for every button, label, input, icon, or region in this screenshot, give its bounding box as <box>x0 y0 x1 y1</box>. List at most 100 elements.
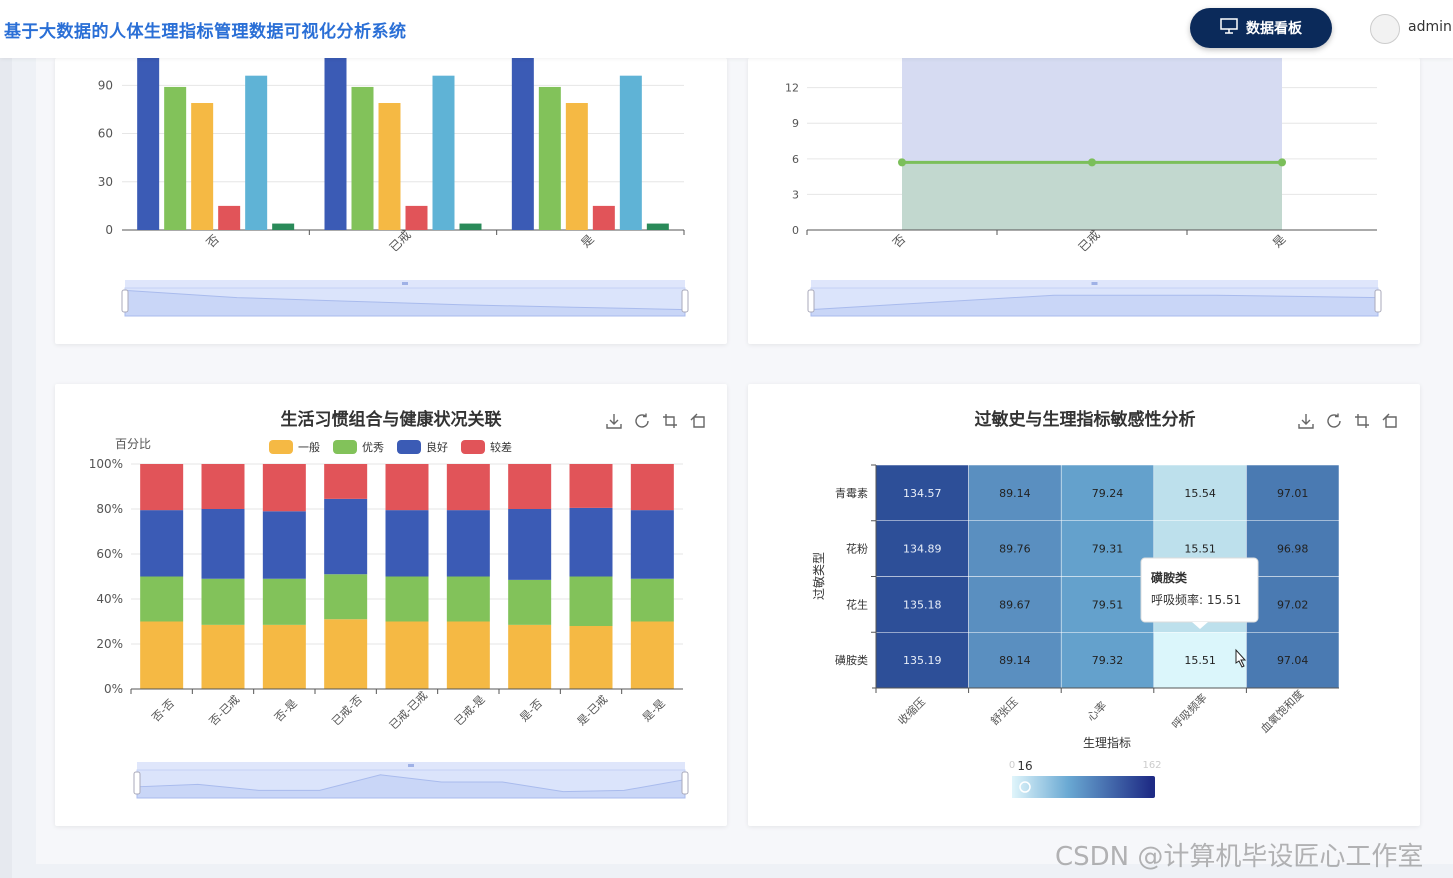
zoom-slider-grip[interactable] <box>408 764 414 767</box>
stacked-bar-segment <box>262 511 306 579</box>
zoom-select-icon-path <box>663 414 677 428</box>
y-tick-label: 90 <box>98 78 113 92</box>
visualmap-handle-left[interactable] <box>1019 781 1031 793</box>
legend-label: 较差 <box>490 440 512 454</box>
sidebar-edge <box>0 58 12 878</box>
stacked-bar-segment <box>569 576 613 626</box>
visualmap-min-label: 0 <box>1009 760 1015 771</box>
legend-item[interactable]: 较差 <box>461 440 512 454</box>
heatmap-value: 134.57 <box>903 487 942 500</box>
zoom-slider-handle-left[interactable] <box>807 289 815 313</box>
x-tick-label: 是-已戒 <box>575 693 610 728</box>
heatmap-value: 89.14 <box>999 654 1031 667</box>
stacked-bar-segment <box>446 621 490 689</box>
visualmap-current-label: 16 <box>1017 759 1032 773</box>
heatmap-cell[interactable] <box>1060 632 1155 689</box>
zoom-slider-handle-left[interactable] <box>133 771 141 795</box>
heatmap-value: 135.18 <box>903 598 942 611</box>
download-icon[interactable] <box>1298 414 1314 429</box>
zoom-slider-handle-right[interactable] <box>681 771 689 795</box>
heatmap-cell[interactable] <box>1246 632 1340 689</box>
zoom-slider-grip[interactable] <box>1091 282 1098 285</box>
heatmap-value: 79.32 <box>1092 654 1124 667</box>
download-icon[interactable] <box>606 414 622 429</box>
y-tick-label: 花生 <box>846 597 868 611</box>
heatmap-cell[interactable] <box>1153 464 1247 521</box>
heatmap-cell[interactable] <box>875 576 969 633</box>
heatmap-cell[interactable] <box>1060 520 1155 577</box>
y-tick-label: 青霉素 <box>835 487 868 500</box>
zoom-reset-icon[interactable] <box>1382 413 1397 428</box>
refresh-icon[interactable] <box>1327 413 1341 428</box>
presentation-icon <box>1220 18 1238 38</box>
stacked-bar-segment <box>262 624 306 689</box>
heatmap-cell[interactable] <box>968 632 1062 689</box>
zoom-slider-handle-right[interactable] <box>681 289 689 313</box>
stacked-bar-segment <box>508 464 552 509</box>
y-axis-title: 百分比 <box>115 437 151 451</box>
tooltip-arrow <box>1192 622 1208 629</box>
zoom-slider-handle-right[interactable] <box>1374 289 1382 313</box>
x-tick-label: 否 <box>890 232 908 250</box>
legend-label: 优秀 <box>362 441 384 454</box>
legend-item[interactable]: 一般 <box>269 440 320 454</box>
heatmap-cell[interactable] <box>1246 576 1340 633</box>
legend-item[interactable]: 良好 <box>397 440 448 454</box>
x-tick-label: 是-是 <box>640 697 668 725</box>
stacked-bar-segment <box>508 579 552 625</box>
zoom-reset-icon[interactable] <box>690 413 705 428</box>
heatmap-cell[interactable] <box>875 464 969 521</box>
heatmap-cell[interactable] <box>1246 520 1340 577</box>
pointer-cursor-icon <box>1235 648 1247 668</box>
stacked-bar-segment <box>201 578 245 625</box>
visualmap-handle-right[interactable] <box>1150 776 1155 798</box>
heatmap-value: 79.51 <box>1092 598 1124 611</box>
bar <box>592 205 615 230</box>
bar <box>538 86 561 231</box>
zoom-select-icon[interactable] <box>663 414 677 428</box>
bar <box>619 75 642 230</box>
stacked-bar-segment <box>140 621 184 689</box>
heatmap-cell[interactable] <box>968 520 1062 577</box>
zoom-reset-icon-path <box>1382 413 1397 428</box>
legend-label: 良好 <box>426 440 448 454</box>
username[interactable]: admin <box>1408 19 1452 35</box>
heatmap-value: 96.98 <box>1277 543 1309 556</box>
bar <box>432 75 455 230</box>
visualmap-bar[interactable] <box>1012 776 1152 798</box>
refresh-icon[interactable] <box>635 413 649 428</box>
avatar[interactable] <box>1370 14 1400 44</box>
heatmap-cell[interactable] <box>1246 464 1340 521</box>
stacked-bar-segment <box>262 578 306 625</box>
y-tick-label: 3 <box>792 188 799 201</box>
card-stacked-bar: 生活习惯组合与健康状况关联 百分比 一般 优秀 良好 较差 0% 20% 40% 60% 80% 10… <box>55 384 727 826</box>
stacked-bar-segment <box>630 464 674 511</box>
heatmap-cell[interactable] <box>1153 632 1247 689</box>
y-tick-label: 0% <box>104 682 123 696</box>
legend-item[interactable]: 优秀 <box>333 440 384 454</box>
heatmap-cell[interactable] <box>968 576 1062 633</box>
stacked-bar-segment <box>324 574 368 620</box>
data-point[interactable] <box>898 158 906 167</box>
y-axis-title: 过敏类型 <box>811 552 826 600</box>
heatmap-value: 97.01 <box>1277 487 1309 500</box>
heatmap-cell[interactable] <box>1060 576 1155 633</box>
stacked-bar-segment <box>262 464 306 512</box>
zoom-select-icon[interactable] <box>1355 414 1369 428</box>
data-point[interactable] <box>1278 158 1286 167</box>
line-area-fill <box>902 162 1282 230</box>
x-tick-label: 已戒-已戒 <box>387 689 430 732</box>
data-point[interactable] <box>1088 158 1096 167</box>
stacked-bar-segment <box>508 509 552 580</box>
legend-swatch <box>269 440 293 454</box>
stacked-bar-segment <box>446 576 490 622</box>
y-tick-label: 60% <box>96 547 123 561</box>
zoom-slider-grip[interactable] <box>402 282 408 285</box>
zoom-slider-handle-left[interactable] <box>121 289 129 313</box>
x-tick-label: 是 <box>578 232 596 250</box>
bar <box>218 205 241 230</box>
stacked-bar-segment <box>569 626 613 689</box>
stacked-bar-segment <box>508 624 552 689</box>
heatmap-chart: 过敏史与生理指标敏感性分析 134.57 89.14 79.24 15.54 97.01 1… <box>811 409 1397 798</box>
dashboard-button[interactable]: 数据看板 <box>1190 8 1332 48</box>
